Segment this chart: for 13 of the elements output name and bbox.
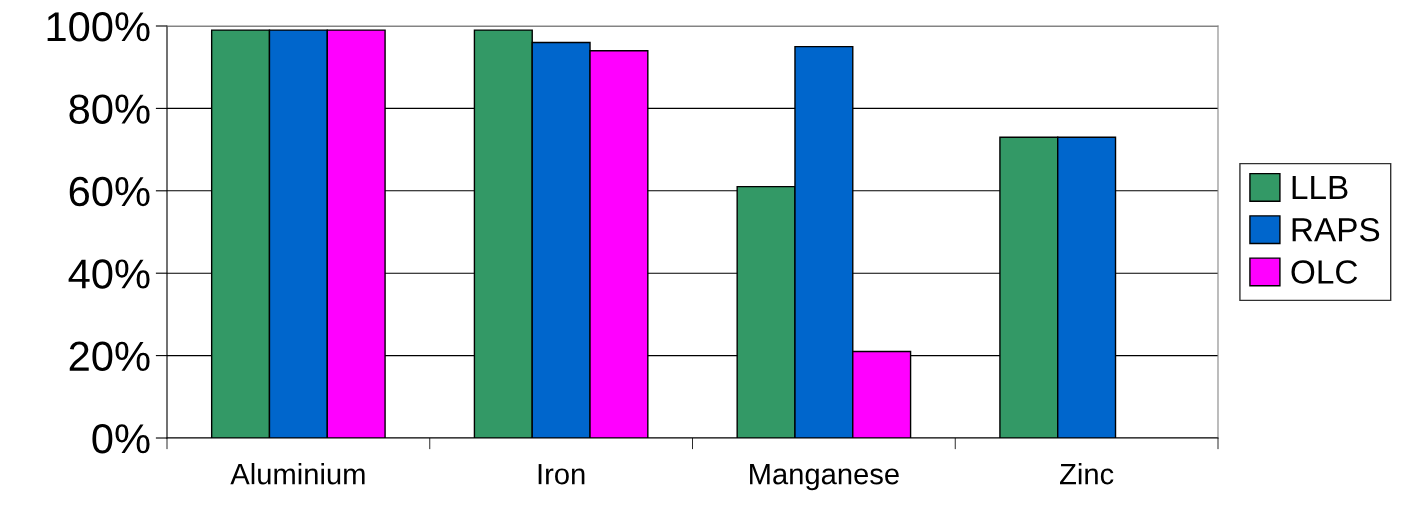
y-tick-label: 80% — [69, 94, 150, 124]
legend-label: RAPS — [1292, 217, 1380, 242]
x-tick-label: Iron — [538, 464, 585, 485]
x-tick-label: Aluminium — [230, 463, 365, 485]
y-tick-label: 60% — [69, 176, 150, 207]
y-tick-label: 20% — [69, 341, 150, 372]
y-tick-label: 100% — [47, 12, 150, 42]
legend-label: LLB — [1292, 176, 1348, 199]
x-tick-label: Zinc — [1060, 463, 1114, 485]
y-tick-label: 0% — [92, 424, 150, 454]
x-tick-label: Manganese — [750, 464, 899, 491]
y-tick-label: 40% — [68, 259, 150, 289]
legend-label: OLC — [1291, 260, 1358, 284]
